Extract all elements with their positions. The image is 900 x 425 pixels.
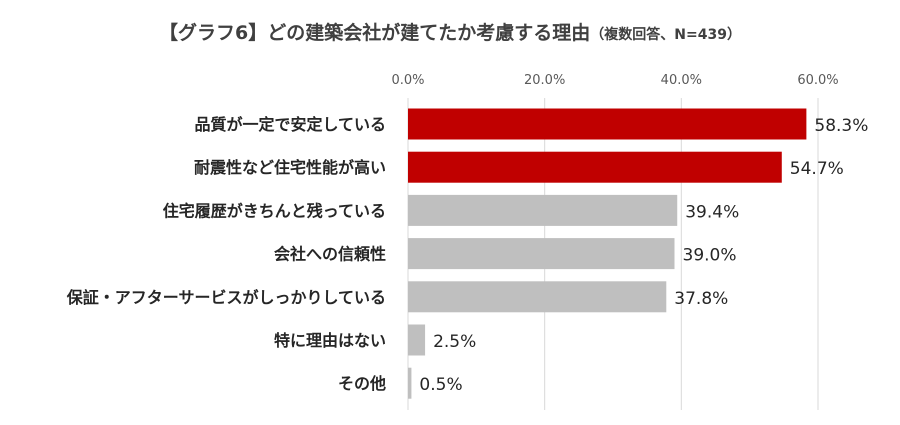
- data-label: 58.3%: [814, 116, 868, 136]
- bar: [408, 281, 667, 313]
- category-label: 特に理由はない: [274, 331, 386, 350]
- chart-title: 【グラフ6】どの建築会社が建てたか考慮する理由（複数回答、N=439）: [0, 18, 900, 45]
- x-tick-label: 20.0%: [524, 73, 565, 88]
- category-label: 住宅履歴がきちんと残っている: [163, 201, 386, 220]
- bar: [408, 367, 412, 399]
- data-label: 39.0%: [683, 246, 737, 266]
- category-labels: 品質が一定で安定している耐震性など住宅性能が高い住宅履歴がきちんと残っている会社…: [66, 115, 386, 393]
- value-labels: 58.3% 54.7% 39.4% 39.0% 37.8% 2.5% 0.5%: [419, 116, 868, 395]
- bar: [408, 324, 426, 356]
- chart-title-main: 【グラフ6】どの建築会社が建てたか考慮する理由: [159, 22, 591, 44]
- bar: [408, 108, 807, 140]
- data-label: 0.5%: [419, 375, 462, 395]
- category-label: その他: [338, 374, 386, 393]
- bar: [408, 194, 678, 226]
- category-label: 会社への信頼性: [274, 245, 386, 264]
- category-label: 耐震性など住宅性能が高い: [194, 158, 386, 177]
- category-label: 保証・アフターサービスがしっかりしている: [66, 288, 386, 307]
- x-tick-label: 0.0%: [391, 73, 424, 88]
- bar: [408, 238, 675, 270]
- data-label: 39.4%: [685, 202, 739, 222]
- x-axis-ticks: 0.0% 20.0% 40.0% 60.0%: [391, 73, 838, 88]
- data-label: 54.7%: [790, 159, 844, 179]
- data-label: 2.5%: [433, 332, 476, 352]
- bars: [408, 108, 807, 399]
- chart-subtitle: （複数回答、N=439）: [590, 27, 741, 43]
- data-label: 37.8%: [674, 289, 728, 309]
- x-tick-label: 40.0%: [661, 73, 702, 88]
- category-label: 品質が一定で安定している: [194, 115, 386, 134]
- x-tick-label: 60.0%: [797, 73, 838, 88]
- bar: [408, 151, 782, 183]
